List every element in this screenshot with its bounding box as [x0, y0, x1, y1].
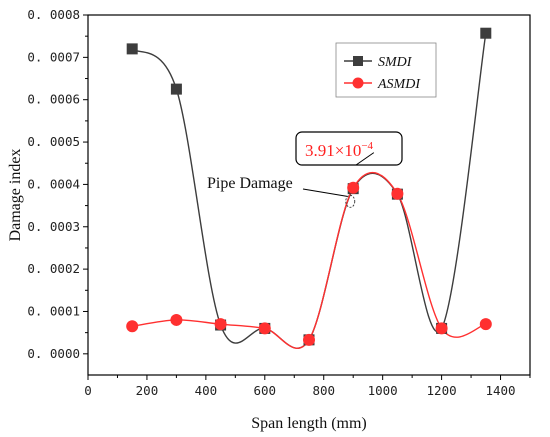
legend-label-smdi: SMDI	[378, 55, 413, 70]
series-point-asmdi	[435, 322, 448, 335]
y-tick-label: 0. 0002	[27, 261, 80, 276]
series-point-asmdi	[347, 181, 360, 194]
peak-callout-pointer	[355, 152, 375, 166]
axes: 0 200 400 600 800 1000 1200 1400 0. 0000 0. 0001 0…	[7, 7, 531, 432]
x-tick-label: 0	[84, 383, 92, 398]
x-tick-label: 1200	[427, 383, 457, 398]
y-tick-label: 0. 0007	[27, 49, 80, 64]
series-point-asmdi	[391, 187, 404, 200]
x-tick-label: 800	[312, 383, 335, 398]
series-point-asmdi	[258, 322, 271, 335]
x-tick-label: 200	[136, 383, 159, 398]
series-point-asmdi	[479, 318, 492, 331]
peak-value-times: ×	[335, 141, 345, 160]
y-tick-label: 0. 0008	[27, 7, 80, 22]
legend: SMDI ASMDI	[335, 42, 437, 98]
peak-value-mantissa: 3.91	[305, 141, 335, 160]
x-tick-label: 400	[195, 383, 218, 398]
legend-box	[335, 42, 437, 98]
peak-value-exponent: −4	[361, 140, 373, 152]
series-point-asmdi	[126, 320, 139, 333]
peak-value-label: 3.91×10−4	[305, 140, 374, 160]
series-point-smdi	[170, 83, 182, 95]
y-tick-label: 0. 0006	[27, 92, 80, 107]
y-tick-label: 0. 0005	[27, 134, 80, 149]
y-tick-label: 0. 0003	[27, 219, 80, 234]
damage-pointer	[302, 188, 348, 197]
x-tick-label: 600	[254, 383, 277, 398]
legend-label-asmdi: ASMDI	[377, 77, 421, 92]
series-point-smdi	[480, 27, 492, 39]
plot-frame	[87, 14, 531, 376]
series-point-asmdi	[214, 318, 227, 331]
damage-circle	[345, 194, 356, 208]
series-line-asmdi	[132, 171, 487, 349]
series-point-smdi	[126, 43, 138, 55]
y-axis-label: Damage index	[7, 149, 24, 242]
annotations: Pipe Damage 3.91×10−4	[207, 131, 403, 208]
legend-marker-smdi	[353, 56, 363, 66]
x-tick-label: 1400	[485, 383, 515, 398]
y-tick-label: 0. 0000	[27, 346, 80, 361]
y-tick-label: 0. 0004	[27, 176, 80, 191]
series-point-asmdi	[303, 333, 315, 346]
legend-marker-asmdi	[352, 77, 364, 89]
damage-label: Pipe Damage	[207, 175, 293, 192]
peak-value-base: 10	[344, 141, 361, 160]
series-point-asmdi	[170, 313, 183, 326]
series-layer	[126, 27, 492, 349]
y-tick-label: 0. 0001	[27, 303, 80, 318]
x-axis-label: Span length (mm)	[251, 415, 367, 432]
x-tick-label: 1000	[368, 383, 398, 398]
peak-callout-box	[295, 131, 403, 166]
